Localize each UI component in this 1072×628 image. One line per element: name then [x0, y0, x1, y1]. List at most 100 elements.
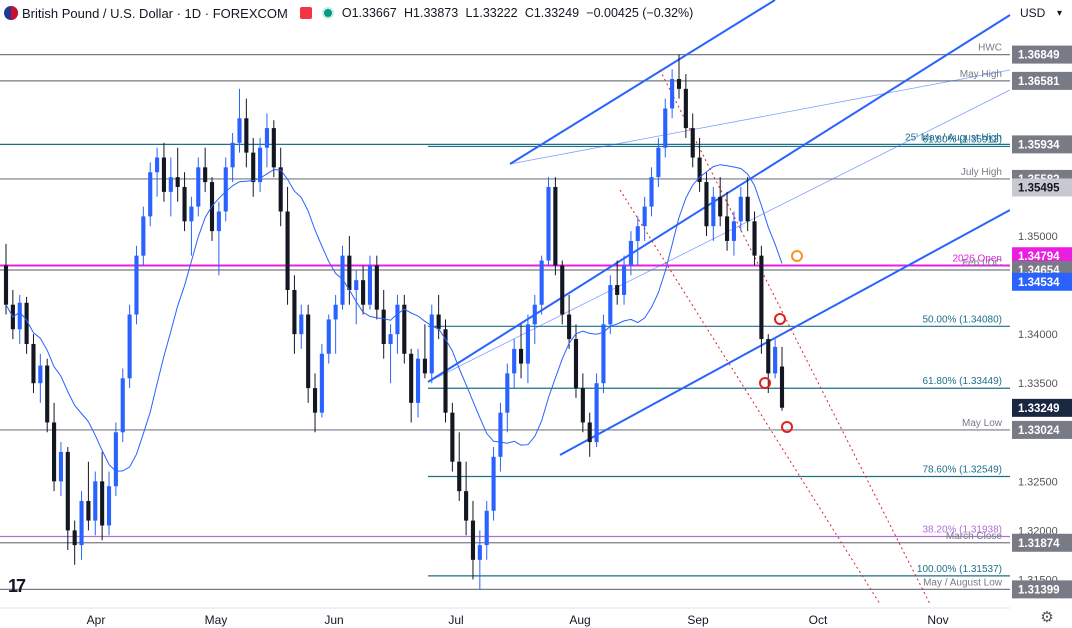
- candle-body: [491, 456, 496, 511]
- candle-body: [484, 510, 489, 546]
- candle-body: [251, 152, 256, 183]
- candle-body: [573, 339, 579, 389]
- moving-average-line: [5, 164, 783, 472]
- ohlc-high: H1.33873: [404, 6, 459, 20]
- candle-body: [752, 221, 757, 256]
- candle-body: [505, 373, 510, 413]
- candle-body: [464, 491, 469, 521]
- candle-body: [196, 167, 201, 207]
- market-closed-icon: [299, 7, 312, 19]
- candle-body: [539, 260, 544, 305]
- price-axis-tag: [1012, 580, 1072, 599]
- symbol-title[interactable]: British Pound / U.S. Dollar · 1D · FOREX…: [22, 5, 288, 21]
- candle-body: [711, 196, 716, 227]
- candle-body: [127, 314, 132, 379]
- level-label: 78.60% (1.32549): [922, 465, 1002, 476]
- candle-body: [299, 314, 304, 335]
- candle-body: [381, 309, 386, 344]
- channel-line: [427, 89, 1011, 383]
- candle-body: [759, 255, 764, 340]
- candle-body: [697, 157, 702, 183]
- candle-body: [79, 500, 84, 546]
- candle-body: [766, 339, 771, 374]
- candle-body: [615, 285, 620, 295]
- level-label: 50.00% (1.34080): [922, 314, 1002, 325]
- price-axis-tag: [1012, 533, 1072, 552]
- candle-body: [731, 221, 736, 241]
- candle-body: [635, 226, 640, 241]
- candle-body: [52, 422, 57, 482]
- candle-body: [676, 79, 682, 89]
- price-axis-tag: [1012, 398, 1072, 417]
- level-label: July High: [961, 167, 1002, 178]
- candle-body: [587, 422, 592, 443]
- level-label: 38.20% (1.31938): [922, 524, 1002, 535]
- candle-body: [470, 520, 476, 560]
- candle-body: [168, 177, 173, 192]
- currency-label: USD: [1020, 6, 1046, 20]
- gbp-usd-flag-icon: [4, 6, 18, 20]
- candle-body: [100, 481, 105, 526]
- level-label: May High: [960, 69, 1002, 80]
- gear-icon[interactable]: ⚙: [1040, 609, 1054, 626]
- candle-body: [306, 314, 311, 389]
- candle-body: [333, 304, 338, 320]
- candle-body: [601, 324, 606, 384]
- tradingview-logo[interactable]: 17: [8, 576, 26, 596]
- candle-body: [285, 211, 290, 290]
- candle-body: [86, 500, 91, 521]
- currency-selector[interactable]: USD ▾: [1012, 2, 1072, 24]
- candle-body: [182, 186, 187, 222]
- level-label: May Low: [962, 418, 1003, 429]
- time-tick: Nov: [927, 613, 948, 627]
- channel-line: [559, 209, 1011, 456]
- level-label: March Close: [946, 531, 1003, 542]
- candle-body: [628, 240, 633, 266]
- candle-body: [567, 314, 572, 340]
- market-status-icon: [321, 7, 334, 19]
- candle-body: [258, 147, 263, 183]
- price-axis-tag: [1012, 272, 1072, 291]
- candle-body: [560, 265, 565, 315]
- candle-body: [779, 366, 785, 408]
- candle-body: [271, 128, 276, 168]
- candle-body: [649, 177, 654, 207]
- time-tick: Aug: [569, 613, 590, 627]
- candle-body: [189, 206, 194, 222]
- candle-body: [237, 118, 242, 143]
- candle-body: [93, 481, 98, 521]
- candle-body: [216, 211, 221, 232]
- candle-body: [312, 388, 318, 413]
- signal-marker: [791, 250, 803, 262]
- candle-body: [498, 412, 503, 457]
- level-label: 61.80% (1.35913): [922, 134, 1002, 145]
- candle-body: [718, 196, 723, 217]
- price-axis: [1010, 26, 1072, 606]
- candle-body: [670, 79, 675, 109]
- signal-marker: [774, 313, 786, 325]
- candle-body: [161, 157, 167, 192]
- level-label: 25' May / August High: [905, 132, 1002, 143]
- channel-line: [509, 69, 1011, 165]
- candle-body: [642, 206, 647, 227]
- candle-body: [340, 255, 345, 305]
- time-tick: Jun: [324, 613, 343, 627]
- price-axis-tag-label: 1.33249: [1018, 403, 1060, 415]
- price-axis-tag-label: 1.34794: [1018, 251, 1060, 263]
- candle-body: [347, 255, 352, 290]
- candle-body: [113, 432, 118, 487]
- candle-body: [518, 348, 524, 364]
- price-axis-tag-label: 1.36581: [1018, 76, 1060, 88]
- candle-body: [683, 88, 688, 129]
- candle-body: [148, 172, 153, 217]
- price-axis-tag: [1012, 45, 1072, 64]
- candle-body: [65, 451, 70, 531]
- time-tick: Oct: [809, 613, 828, 627]
- time-tick: Apr: [87, 613, 106, 627]
- candle-body: [72, 530, 77, 546]
- ohlc-change: −0.00425 (−0.32%): [586, 6, 694, 20]
- candle-body: [278, 167, 283, 212]
- candle-body: [546, 186, 551, 261]
- candle-body: [436, 314, 441, 330]
